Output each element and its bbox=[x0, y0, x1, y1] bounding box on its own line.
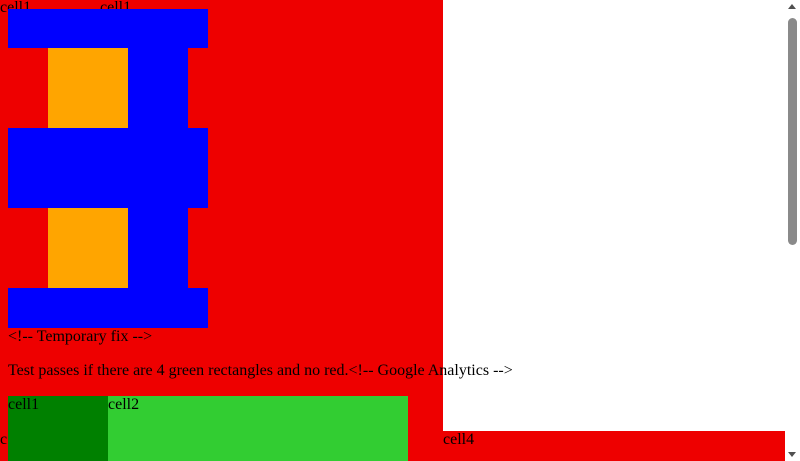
green-cell-2 bbox=[108, 396, 408, 461]
cell-label-partial: c bbox=[0, 431, 8, 448]
scrollbar-thumb[interactable] bbox=[788, 18, 797, 245]
orange-square-lower bbox=[48, 208, 128, 288]
red-cell-4 bbox=[408, 431, 785, 461]
orange-square-upper bbox=[48, 48, 128, 128]
cell-label-1: cell1 bbox=[8, 396, 40, 413]
blue-bar-bottom bbox=[8, 288, 208, 328]
scroll-up-arrow-icon[interactable] bbox=[788, 4, 796, 9]
blue-column-lower bbox=[128, 208, 188, 288]
green-cell-1 bbox=[8, 396, 108, 461]
cell-label-4: cell4 bbox=[443, 431, 475, 448]
comment-google-analytics: <!-- Google Analytics --> bbox=[348, 362, 513, 379]
blue-bar-middle bbox=[8, 128, 208, 208]
test-instruction-line: Test passes if there are 4 green rectang… bbox=[8, 362, 513, 380]
scroll-down-arrow-icon[interactable] bbox=[788, 452, 796, 457]
cell-label-2: cell2 bbox=[108, 396, 140, 413]
comment-temporary-fix: <!-- Temporary fix --> bbox=[8, 328, 153, 345]
blue-column-upper bbox=[128, 48, 188, 128]
vertical-scrollbar[interactable] bbox=[785, 0, 800, 461]
blue-bar-top bbox=[8, 9, 208, 48]
test-instruction-text: Test passes if there are 4 green rectang… bbox=[8, 362, 349, 379]
